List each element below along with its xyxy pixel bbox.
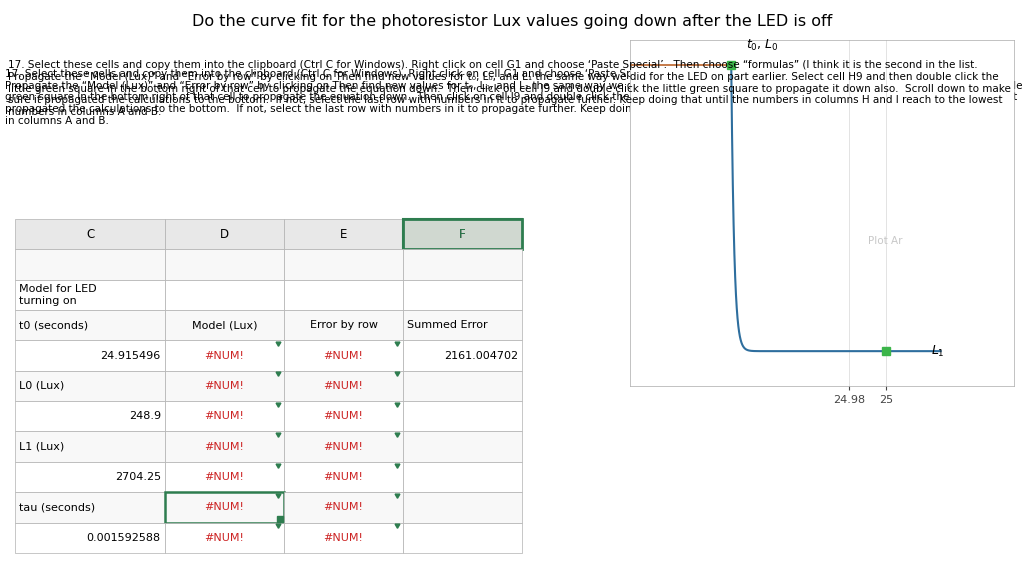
FancyBboxPatch shape xyxy=(403,522,522,553)
Text: 2161.004702: 2161.004702 xyxy=(444,351,518,361)
FancyBboxPatch shape xyxy=(15,279,165,310)
FancyBboxPatch shape xyxy=(15,492,165,522)
FancyBboxPatch shape xyxy=(15,371,165,401)
Text: #NUM!: #NUM! xyxy=(324,381,364,391)
FancyBboxPatch shape xyxy=(165,371,284,401)
Text: #NUM!: #NUM! xyxy=(324,411,364,421)
FancyBboxPatch shape xyxy=(403,249,522,279)
Text: 17. Select these cells and copy them into the clipboard (Ctrl C for Windows). Ri: 17. Select these cells and copy them int… xyxy=(5,69,1023,126)
FancyBboxPatch shape xyxy=(165,431,284,462)
Text: F: F xyxy=(460,228,466,241)
FancyBboxPatch shape xyxy=(403,401,522,431)
Text: Model for LED
turning on: Model for LED turning on xyxy=(19,284,97,306)
FancyBboxPatch shape xyxy=(15,522,165,553)
Text: #NUM!: #NUM! xyxy=(324,442,364,452)
FancyBboxPatch shape xyxy=(284,431,403,462)
Text: #NUM!: #NUM! xyxy=(205,502,245,513)
FancyBboxPatch shape xyxy=(165,279,284,310)
Text: Summed Error: Summed Error xyxy=(408,320,487,330)
FancyBboxPatch shape xyxy=(403,279,522,310)
Text: 248.9: 248.9 xyxy=(129,411,161,421)
Text: #NUM!: #NUM! xyxy=(205,442,245,452)
FancyBboxPatch shape xyxy=(403,492,522,522)
FancyBboxPatch shape xyxy=(165,249,284,279)
FancyBboxPatch shape xyxy=(284,279,403,310)
FancyBboxPatch shape xyxy=(165,340,284,371)
Text: #NUM!: #NUM! xyxy=(324,533,364,543)
FancyBboxPatch shape xyxy=(403,219,522,249)
Text: #NUM!: #NUM! xyxy=(205,381,245,391)
Text: D: D xyxy=(220,228,229,241)
Text: #NUM!: #NUM! xyxy=(324,472,364,482)
FancyBboxPatch shape xyxy=(165,310,284,340)
Text: Plot Ar: Plot Ar xyxy=(867,236,902,246)
FancyBboxPatch shape xyxy=(165,219,284,249)
Text: #NUM!: #NUM! xyxy=(324,502,364,513)
FancyBboxPatch shape xyxy=(15,310,165,340)
Text: #NUM!: #NUM! xyxy=(205,472,245,482)
FancyBboxPatch shape xyxy=(15,462,165,492)
FancyBboxPatch shape xyxy=(284,401,403,431)
Text: #NUM!: #NUM! xyxy=(205,411,245,421)
Text: L1 (Lux): L1 (Lux) xyxy=(19,442,65,452)
FancyBboxPatch shape xyxy=(284,249,403,279)
Text: Error by row: Error by row xyxy=(309,320,378,330)
FancyBboxPatch shape xyxy=(15,219,165,249)
Text: 0.001592588: 0.001592588 xyxy=(87,533,161,543)
FancyBboxPatch shape xyxy=(284,340,403,371)
FancyBboxPatch shape xyxy=(403,371,522,401)
FancyBboxPatch shape xyxy=(403,310,522,340)
FancyBboxPatch shape xyxy=(403,219,522,249)
FancyBboxPatch shape xyxy=(15,340,165,371)
Text: Do the curve fit for the photoresistor Lux values going down after the LED is of: Do the curve fit for the photoresistor L… xyxy=(191,14,833,29)
Text: C: C xyxy=(86,228,94,241)
Text: 24.915496: 24.915496 xyxy=(100,351,161,361)
Text: L0 (Lux): L0 (Lux) xyxy=(19,381,65,391)
FancyBboxPatch shape xyxy=(15,401,165,431)
FancyBboxPatch shape xyxy=(284,371,403,401)
Text: $t_0$, $L_0$: $t_0$, $L_0$ xyxy=(745,37,778,53)
Text: E: E xyxy=(340,228,347,241)
FancyBboxPatch shape xyxy=(403,462,522,492)
FancyBboxPatch shape xyxy=(284,310,403,340)
Text: $L_1$: $L_1$ xyxy=(932,344,945,359)
FancyBboxPatch shape xyxy=(403,431,522,462)
FancyBboxPatch shape xyxy=(284,522,403,553)
Text: t0 (seconds): t0 (seconds) xyxy=(19,320,88,330)
FancyBboxPatch shape xyxy=(15,431,165,462)
Text: Model (Lux): Model (Lux) xyxy=(191,320,257,330)
FancyBboxPatch shape xyxy=(15,249,165,279)
Text: 17. Select these cells and copy them into the clipboard (Ctrl C for Windows). Ri: 17. Select these cells and copy them int… xyxy=(8,60,1011,117)
Text: #NUM!: #NUM! xyxy=(205,351,245,361)
FancyBboxPatch shape xyxy=(284,219,403,249)
FancyBboxPatch shape xyxy=(284,462,403,492)
Text: #NUM!: #NUM! xyxy=(205,533,245,543)
Text: F: F xyxy=(460,228,466,241)
FancyBboxPatch shape xyxy=(165,462,284,492)
FancyBboxPatch shape xyxy=(165,492,284,522)
FancyBboxPatch shape xyxy=(284,492,403,522)
Text: tau (seconds): tau (seconds) xyxy=(19,502,95,513)
Text: #NUM!: #NUM! xyxy=(324,351,364,361)
FancyBboxPatch shape xyxy=(165,522,284,553)
FancyBboxPatch shape xyxy=(165,401,284,431)
FancyBboxPatch shape xyxy=(403,340,522,371)
Text: 2704.25: 2704.25 xyxy=(115,472,161,482)
